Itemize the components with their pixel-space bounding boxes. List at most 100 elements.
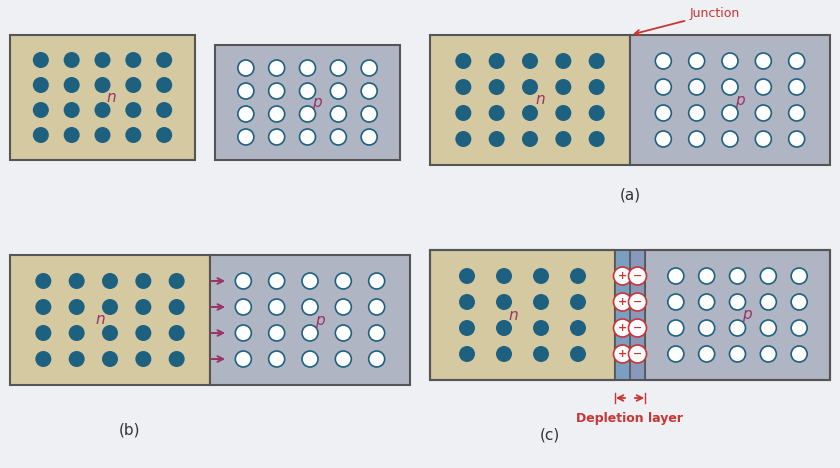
- Circle shape: [269, 106, 285, 122]
- Circle shape: [589, 105, 605, 121]
- Circle shape: [302, 273, 318, 289]
- Circle shape: [135, 325, 151, 341]
- Circle shape: [361, 106, 377, 122]
- Text: (a): (a): [619, 188, 641, 203]
- Circle shape: [760, 346, 776, 362]
- Circle shape: [613, 267, 632, 285]
- Circle shape: [69, 325, 85, 341]
- Text: (c): (c): [540, 427, 560, 443]
- Circle shape: [64, 77, 80, 93]
- Circle shape: [689, 105, 705, 121]
- Circle shape: [335, 299, 351, 315]
- Circle shape: [791, 346, 807, 362]
- Circle shape: [135, 351, 151, 367]
- Circle shape: [238, 83, 254, 99]
- Bar: [615, 250, 630, 380]
- Text: −: −: [633, 349, 643, 359]
- Circle shape: [335, 325, 351, 341]
- Circle shape: [330, 60, 346, 76]
- Text: p: p: [742, 307, 752, 322]
- Circle shape: [555, 53, 571, 69]
- Circle shape: [369, 299, 385, 315]
- Circle shape: [369, 351, 385, 367]
- Circle shape: [361, 129, 377, 145]
- Circle shape: [300, 83, 316, 99]
- Circle shape: [35, 299, 51, 315]
- Circle shape: [755, 105, 771, 121]
- Circle shape: [570, 346, 586, 362]
- Circle shape: [655, 79, 671, 95]
- Circle shape: [729, 346, 746, 362]
- Circle shape: [722, 105, 738, 121]
- Circle shape: [69, 351, 85, 367]
- Circle shape: [156, 102, 172, 118]
- Circle shape: [570, 268, 586, 284]
- Circle shape: [330, 83, 346, 99]
- Circle shape: [496, 268, 512, 284]
- Circle shape: [729, 294, 746, 310]
- Circle shape: [760, 268, 776, 284]
- Bar: [215, 45, 400, 160]
- Circle shape: [570, 294, 586, 310]
- Circle shape: [613, 319, 632, 337]
- Circle shape: [689, 131, 705, 147]
- Circle shape: [533, 294, 549, 310]
- Circle shape: [589, 79, 605, 95]
- Circle shape: [755, 79, 771, 95]
- Text: p: p: [312, 95, 322, 110]
- Circle shape: [95, 127, 111, 143]
- Circle shape: [789, 105, 805, 121]
- Text: Depletion layer: Depletion layer: [576, 412, 684, 425]
- Circle shape: [169, 273, 185, 289]
- Circle shape: [496, 294, 512, 310]
- Circle shape: [533, 268, 549, 284]
- Circle shape: [33, 52, 49, 68]
- Circle shape: [455, 131, 471, 147]
- Circle shape: [64, 102, 80, 118]
- Text: Junction: Junction: [635, 7, 740, 35]
- Circle shape: [522, 79, 538, 95]
- Circle shape: [555, 131, 571, 147]
- Circle shape: [699, 268, 715, 284]
- Text: n: n: [535, 93, 545, 108]
- Circle shape: [689, 53, 705, 69]
- Circle shape: [95, 77, 111, 93]
- Circle shape: [269, 60, 285, 76]
- Circle shape: [269, 83, 285, 99]
- Circle shape: [789, 53, 805, 69]
- Circle shape: [369, 273, 385, 289]
- Circle shape: [169, 299, 185, 315]
- Circle shape: [489, 79, 505, 95]
- Circle shape: [668, 320, 684, 336]
- Circle shape: [169, 351, 185, 367]
- Text: +: +: [618, 271, 627, 281]
- Circle shape: [125, 127, 141, 143]
- Circle shape: [102, 273, 118, 289]
- Circle shape: [455, 105, 471, 121]
- Circle shape: [496, 346, 512, 362]
- Circle shape: [238, 129, 254, 145]
- Circle shape: [729, 320, 746, 336]
- Circle shape: [33, 127, 49, 143]
- Circle shape: [755, 53, 771, 69]
- Circle shape: [489, 131, 505, 147]
- Circle shape: [269, 129, 285, 145]
- Circle shape: [628, 345, 647, 363]
- Circle shape: [300, 129, 316, 145]
- Circle shape: [156, 127, 172, 143]
- Circle shape: [555, 105, 571, 121]
- Circle shape: [760, 294, 776, 310]
- Circle shape: [699, 294, 715, 310]
- Circle shape: [699, 320, 715, 336]
- Circle shape: [235, 299, 251, 315]
- Text: n: n: [107, 90, 117, 105]
- Circle shape: [35, 325, 51, 341]
- Circle shape: [35, 351, 51, 367]
- Circle shape: [95, 52, 111, 68]
- Circle shape: [369, 325, 385, 341]
- Circle shape: [269, 351, 285, 367]
- Text: −: −: [633, 323, 643, 333]
- Text: n: n: [508, 307, 518, 322]
- Circle shape: [300, 60, 316, 76]
- Circle shape: [555, 79, 571, 95]
